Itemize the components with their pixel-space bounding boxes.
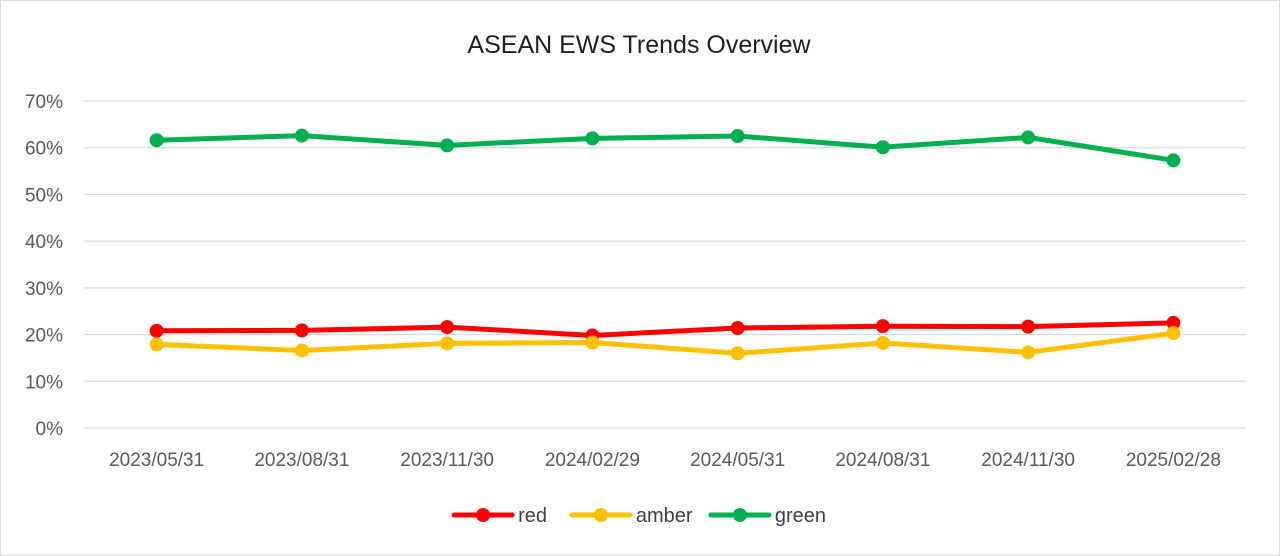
- y-tick-label: 70%: [25, 92, 63, 113]
- y-tick-label: 10%: [25, 372, 63, 393]
- y-axis-tick-labels: 0% 10% 20% 30% 40% 50% 60% 70%: [25, 92, 63, 440]
- legend-item-amber: amber: [569, 505, 693, 527]
- y-tick-label: 40%: [25, 232, 63, 253]
- data-point-amber: [1166, 326, 1181, 341]
- chart-title: ASEAN EWS Trends Overview: [467, 31, 811, 59]
- data-point-green: [294, 128, 309, 143]
- data-point-green: [730, 129, 745, 144]
- y-tick-label: 50%: [25, 185, 63, 206]
- data-point-amber: [585, 335, 600, 350]
- series-line-red: [154, 320, 1176, 338]
- data-point-amber: [1021, 345, 1036, 360]
- legend-marker: [476, 508, 491, 522]
- data-point-amber: [294, 343, 309, 358]
- legend-item-red: red: [451, 505, 547, 527]
- x-tick-label: 2024/02/29: [545, 450, 640, 471]
- series-green: [149, 128, 1181, 168]
- y-tick-label: 30%: [25, 279, 63, 300]
- data-point-green: [585, 131, 600, 146]
- data-point-green: [1021, 130, 1036, 145]
- data-point-amber: [875, 335, 890, 350]
- y-tick-label: 0%: [36, 419, 64, 440]
- x-tick-label: 2025/02/28: [1126, 450, 1221, 471]
- data-point-red: [1021, 319, 1036, 334]
- series-amber: [149, 326, 1181, 361]
- data-point-red: [875, 319, 890, 334]
- legend-label: amber: [636, 505, 693, 527]
- data-point-green: [875, 140, 890, 155]
- series-line-amber: [154, 330, 1176, 356]
- x-tick-label: 2023/08/31: [254, 450, 349, 471]
- series-line-green: [154, 133, 1176, 163]
- data-point-red: [440, 320, 455, 335]
- legend-marker: [732, 508, 747, 522]
- data-point-red: [1166, 315, 1181, 330]
- legend-label: green: [775, 505, 826, 527]
- data-point-amber: [730, 346, 745, 361]
- data-point-red: [294, 323, 309, 338]
- data-point-red: [149, 323, 164, 338]
- x-tick-label: 2023/05/31: [109, 450, 204, 471]
- legend: red amber green: [451, 505, 826, 527]
- legend-label: red: [518, 505, 547, 527]
- y-tick-label: 60%: [25, 139, 63, 160]
- x-tick-label: 2023/11/30: [400, 450, 494, 471]
- y-tick-label: 20%: [25, 326, 63, 347]
- series-lines: [149, 128, 1181, 361]
- data-point-green: [440, 138, 455, 153]
- data-point-amber: [149, 337, 164, 352]
- data-point-amber: [440, 336, 455, 351]
- x-tick-label: 2024/05/31: [690, 450, 785, 471]
- data-point-green: [149, 133, 164, 148]
- x-tick-label: 2024/08/31: [835, 450, 930, 471]
- data-point-green: [1166, 153, 1181, 168]
- series-red: [149, 315, 1181, 343]
- data-point-red: [730, 321, 745, 336]
- x-tick-label: 2024/11/30: [981, 450, 1075, 471]
- x-axis-tick-labels: 2023/05/31 2023/08/31 2023/11/30 2024/02/29…: [109, 450, 1221, 471]
- legend-item-green: green: [708, 505, 826, 527]
- legend-marker: [593, 508, 608, 522]
- gridlines: [84, 100, 1246, 429]
